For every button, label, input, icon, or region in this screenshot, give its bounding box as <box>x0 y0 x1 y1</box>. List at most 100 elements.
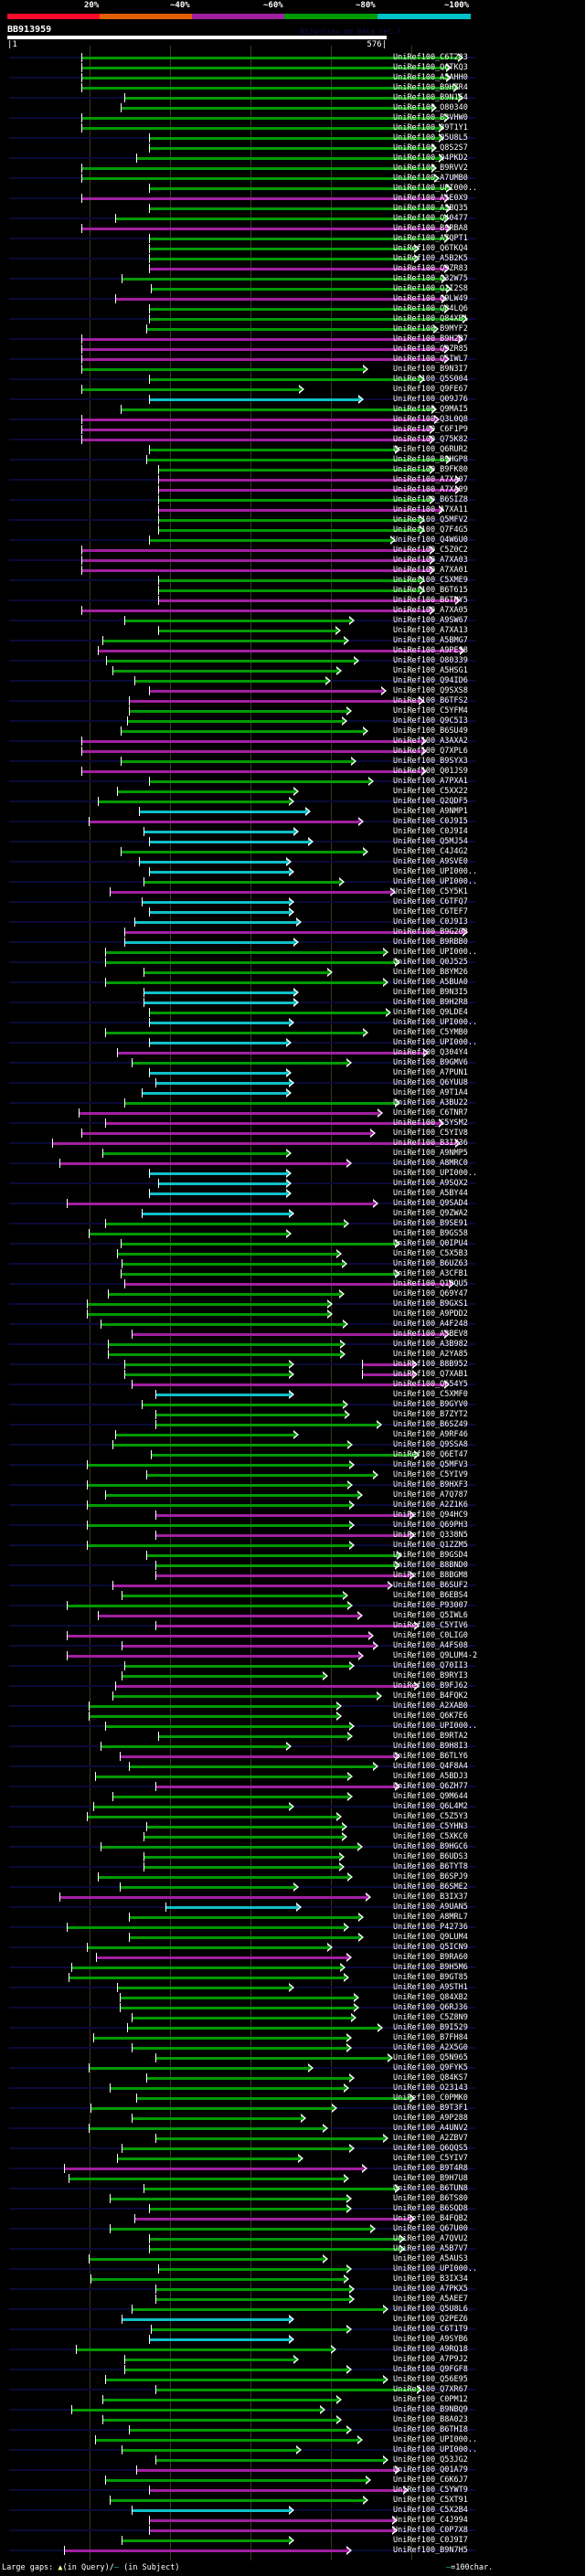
hit-row[interactable]: UniRef100_C0LIG0 <box>0 1631 585 1641</box>
alignment-bar[interactable] <box>133 2047 347 2050</box>
hit-row[interactable]: UniRef100_B9HGC6 <box>0 1842 585 1852</box>
hit-label[interactable]: UniRef100_Q1ZZM5 <box>393 1541 468 1550</box>
hit-label[interactable]: UniRef100_B9RBA8 <box>393 224 468 233</box>
alignment-bar[interactable] <box>140 861 288 864</box>
hit-row[interactable]: UniRef100_Q6YUU8 <box>0 1078 585 1088</box>
hit-label[interactable]: UniRef100_B6SU49 <box>393 726 468 736</box>
alignment-bar[interactable] <box>135 921 297 924</box>
hit-label[interactable]: UniRef100_B3VHW0 <box>393 113 468 122</box>
hit-label[interactable]: UniRef100_B6SZ49 <box>393 1420 468 1429</box>
hit-row[interactable]: UniRef100_Q5ICN9 <box>0 1943 585 1953</box>
hit-label[interactable]: UniRef100_P42736 <box>393 1923 468 1932</box>
hit-row[interactable]: UniRef100_A7XA01 <box>0 566 585 576</box>
hit-label[interactable]: UniRef100_A5B2K5 <box>393 254 468 263</box>
hit-label[interactable]: UniRef100_Q53JG2 <box>393 2455 468 2465</box>
hit-row[interactable]: UniRef100_B8BGM8 <box>0 1571 585 1581</box>
hit-row[interactable]: UniRef100_Q6L4M2 <box>0 1802 585 1812</box>
hit-label[interactable]: UniRef100_Q5N965 <box>393 2053 468 2062</box>
hit-label[interactable]: UniRef100_Q9ZWA2 <box>393 1209 468 1218</box>
hit-row[interactable]: UniRef100_Q7XPL6 <box>0 747 585 757</box>
alignment-bar[interactable] <box>149 308 445 311</box>
hit-label[interactable]: UniRef100_A3BU22 <box>393 1098 468 1108</box>
alignment-bar[interactable] <box>159 599 456 602</box>
hit-row[interactable]: UniRef100_A1E0X9 <box>0 194 585 204</box>
alignment-bar[interactable] <box>88 1313 328 1316</box>
hit-label[interactable]: UniRef100_C5X2B4 <box>393 2506 468 2515</box>
alignment-bar[interactable] <box>128 720 343 723</box>
alignment-bar[interactable] <box>106 660 355 663</box>
hit-row[interactable]: UniRef100_B6SZ49 <box>0 1420 585 1430</box>
alignment-bar[interactable] <box>88 1544 350 1547</box>
alignment-bar[interactable] <box>125 620 350 622</box>
alignment-bar[interactable] <box>149 539 392 542</box>
hit-row[interactable]: UniRef100_B9RYI3 <box>0 1671 585 1681</box>
hit-label[interactable]: UniRef100_A9STH1 <box>393 1983 468 1992</box>
hit-label[interactable]: UniRef100_C5YIV8 <box>393 1129 468 1138</box>
alignment-bar[interactable] <box>133 1062 347 1065</box>
alignment-bar[interactable] <box>118 1052 425 1055</box>
alignment-bar[interactable] <box>363 1373 413 1376</box>
hit-label[interactable]: UniRef100_C0J9I7 <box>393 2536 468 2545</box>
hit-row[interactable]: UniRef100_A9T1A4 <box>0 1088 585 1098</box>
hit-label[interactable]: UniRef100_UPI000.. <box>393 1018 478 1027</box>
hit-row[interactable]: UniRef100_B9H7U8 <box>0 2174 585 2184</box>
alignment-bar[interactable] <box>82 439 431 441</box>
alignment-bar[interactable] <box>59 1162 347 1165</box>
alignment-bar[interactable] <box>156 1414 346 1416</box>
hit-label[interactable]: UniRef100_B6SQD8 <box>393 2204 468 2213</box>
hit-label[interactable]: UniRef100_Q5U8L5 <box>393 133 468 143</box>
hit-row[interactable]: UniRef100_Q67U00 <box>0 2224 585 2234</box>
hit-label[interactable]: UniRef100_Q4F8A4 <box>393 1762 468 1771</box>
alignment-bar[interactable] <box>133 2308 385 2311</box>
hit-row[interactable]: UniRef100_B6TS80 <box>0 2194 585 2204</box>
hit-row[interactable]: UniRef100_Q4F8A4 <box>0 1762 585 1772</box>
alignment-bar[interactable] <box>144 881 340 884</box>
hit-label[interactable]: UniRef100_B9SE91 <box>393 1219 468 1228</box>
alignment-bar[interactable] <box>82 358 445 361</box>
hit-label[interactable]: UniRef100_C0J9I5 <box>393 817 468 826</box>
alignment-bar[interactable] <box>67 1203 375 1205</box>
alignment-bar[interactable] <box>149 2338 290 2341</box>
alignment-bar[interactable] <box>149 137 440 140</box>
alignment-bar[interactable] <box>149 841 309 843</box>
hit-label[interactable]: UniRef100_Q5IWL6 <box>393 1611 468 1620</box>
hit-label[interactable]: UniRef100_A4FS08 <box>393 1641 468 1650</box>
hit-row[interactable]: UniRef100_A9SW67 <box>0 616 585 626</box>
hit-row[interactable]: UniRef100_B9MYF2 <box>0 324 585 334</box>
alignment-bar[interactable] <box>118 2157 300 2160</box>
hit-row[interactable]: UniRef100_P42736 <box>0 1923 585 1933</box>
hit-row[interactable]: UniRef100_Q01JS9 <box>0 767 585 777</box>
hit-row[interactable]: UniRef100_C5YFM4 <box>0 706 585 716</box>
hit-row[interactable]: UniRef100_C0P7X8 <box>0 2526 585 2536</box>
hit-label[interactable]: UniRef100_A8MRC0 <box>393 1159 468 1168</box>
hit-row[interactable]: UniRef100_Q94HC9 <box>0 1511 585 1521</box>
hit-label[interactable]: UniRef100_Q5MFV2 <box>393 515 468 525</box>
hit-label[interactable]: UniRef100_Q9FYK5 <box>393 2063 468 2072</box>
hit-row[interactable]: UniRef100_A7XA13 <box>0 626 585 636</box>
hit-row[interactable]: UniRef100_C0PMK0 <box>0 2094 585 2104</box>
hit-label[interactable]: UniRef100_Q5IWL7 <box>393 355 468 364</box>
hit-label[interactable]: UniRef100_B6T615 <box>393 586 468 595</box>
hit-row[interactable]: UniRef100_Q9SAD4 <box>0 1199 585 1209</box>
hit-row[interactable]: UniRef100_B6TLY6 <box>0 1752 585 1762</box>
hit-label[interactable]: UniRef100_A5B7V7 <box>393 2244 468 2253</box>
hit-row[interactable]: UniRef100_Q70II3 <box>0 1661 585 1671</box>
hit-row[interactable]: UniRef100_B9HGP8 <box>0 455 585 465</box>
alignment-bar[interactable] <box>121 2007 355 2009</box>
alignment-bar[interactable] <box>82 167 432 170</box>
hit-row[interactable]: UniRef100_B9RBA8 <box>0 224 585 234</box>
alignment-bar[interactable] <box>90 2258 324 2261</box>
alignment-bar[interactable] <box>116 1685 416 1688</box>
hit-row[interactable]: UniRef100_Q5MFV3 <box>0 1460 585 1470</box>
hit-label[interactable]: UniRef100_A9UAN5 <box>393 1903 468 1912</box>
hit-label[interactable]: UniRef100_B9RBB0 <box>393 938 468 947</box>
hit-row[interactable]: UniRef100_Q84KS7 <box>0 2073 585 2083</box>
hit-row[interactable]: UniRef100_B9GT85 <box>0 1973 585 1983</box>
hit-label[interactable]: UniRef100_B9H5M6 <box>393 1963 468 1972</box>
hit-row[interactable]: UniRef100_C5XT91 <box>0 2496 585 2506</box>
hit-label[interactable]: UniRef100_Q3L0Q8 <box>393 415 468 424</box>
hit-label[interactable]: UniRef100_A7XA07 <box>393 475 468 484</box>
hit-row[interactable]: UniRef100_C5XMF0 <box>0 1390 585 1400</box>
alignment-bar[interactable] <box>109 1343 342 1346</box>
hit-label[interactable]: UniRef100_A7XA05 <box>393 606 468 615</box>
